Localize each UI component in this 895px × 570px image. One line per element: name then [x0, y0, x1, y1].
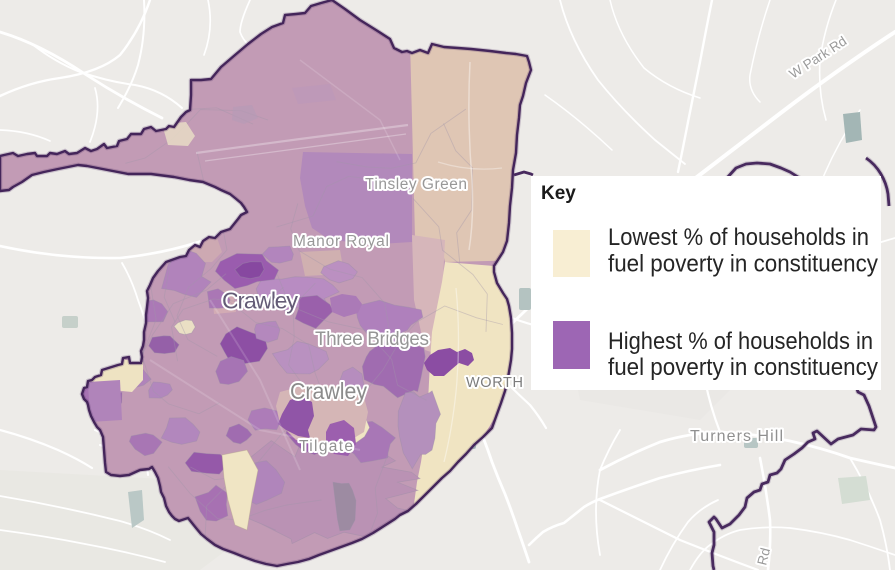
- svg-text:Highest % of households in: Highest % of households in: [608, 328, 873, 355]
- svg-text:Tilgate: Tilgate: [299, 438, 353, 455]
- svg-text:Rd: Rd: [754, 546, 773, 566]
- svg-text:Crawley: Crawley: [290, 378, 367, 404]
- svg-text:Manor Royal: Manor Royal: [293, 233, 389, 250]
- svg-text:fuel poverty in constituency: fuel poverty in constituency: [608, 354, 879, 381]
- svg-text:Lowest % of households in: Lowest % of households in: [608, 224, 869, 251]
- svg-text:Crawley: Crawley: [222, 288, 298, 314]
- svg-text:Key: Key: [541, 183, 576, 204]
- svg-text:Tinsley Green: Tinsley Green: [365, 176, 467, 193]
- svg-text:Three Bridges: Three Bridges: [315, 329, 429, 350]
- svg-text:WORTH: WORTH: [466, 375, 523, 391]
- svg-text:Turners Hill: Turners Hill: [690, 428, 783, 445]
- svg-text:fuel poverty in constituency: fuel poverty in constituency: [608, 251, 879, 278]
